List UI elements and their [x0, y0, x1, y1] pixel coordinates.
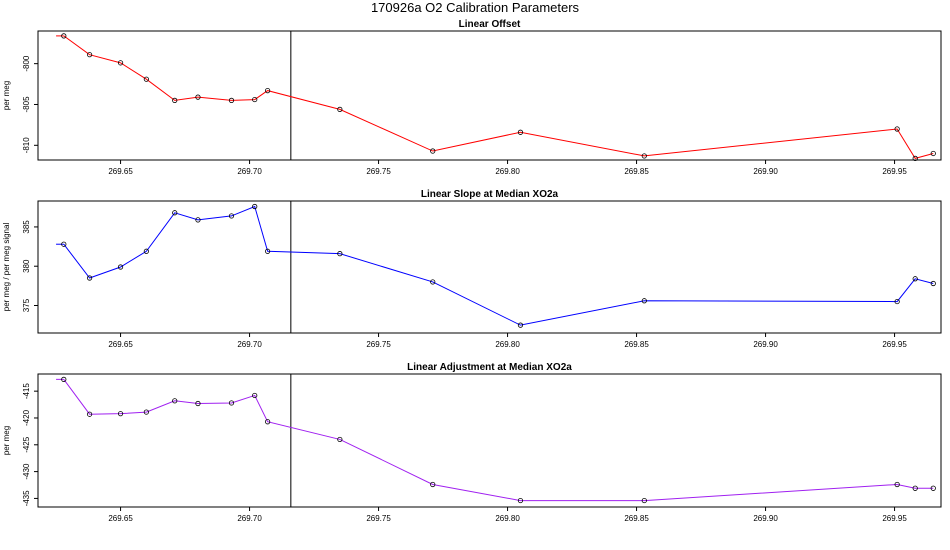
- series-line: [63, 35, 934, 159]
- data-point: [265, 419, 271, 425]
- data-point: [894, 481, 900, 488]
- plot-frame: [37, 30, 942, 161]
- data-point: [117, 60, 124, 66]
- y-tick-label: 375: [22, 298, 31, 312]
- x-tick-label: 269.85: [624, 340, 649, 349]
- x-tick-label: 269.70: [237, 340, 262, 349]
- x-tick-label: 269.90: [753, 340, 778, 349]
- panel-title: Linear Offset: [459, 19, 521, 30]
- y-tick-label: -430: [22, 463, 31, 480]
- data-point: [117, 264, 124, 270]
- y-tick-label: -425: [22, 436, 31, 453]
- x-tick-label: 269.65: [108, 340, 133, 349]
- x-tick-label: 269.80: [495, 167, 520, 176]
- y-axis-label: per meg / per meg signal: [2, 223, 11, 312]
- data-point: [517, 497, 524, 504]
- series-line: [63, 205, 934, 326]
- x-tick-label: 269.70: [237, 167, 262, 176]
- data-point: [228, 97, 235, 103]
- x-tick-label: 269.85: [624, 167, 649, 176]
- y-tick-label: -435: [22, 490, 31, 507]
- data-point: [641, 497, 647, 504]
- data-point: [61, 376, 67, 382]
- data-point: [61, 241, 67, 247]
- data-point: [143, 409, 149, 415]
- y-tick-label: -415: [22, 383, 31, 400]
- data-point: [930, 150, 936, 157]
- data-point: [430, 148, 436, 154]
- data-point: [894, 298, 900, 305]
- plot-frame: [37, 373, 942, 508]
- data-point: [87, 52, 93, 58]
- x-tick-label: 269.95: [882, 340, 907, 349]
- data-point: [337, 251, 343, 257]
- x-tick-label: 269.65: [108, 167, 133, 176]
- plot-frame: [37, 200, 942, 334]
- y-tick-label: -800: [22, 55, 31, 72]
- data-point: [930, 485, 936, 491]
- panel-title: Linear Slope at Median XO2a: [421, 189, 559, 200]
- panel-3: Linear Adjustment at Median XO2a per meg 2…: [2, 362, 942, 523]
- data-point: [143, 76, 149, 82]
- x-tick-label: 269.95: [882, 167, 907, 176]
- data-point: [912, 276, 918, 282]
- data-point: [61, 33, 67, 39]
- data-point: [930, 280, 936, 287]
- data-point: [172, 398, 178, 404]
- data-point: [517, 322, 524, 328]
- data-point: [337, 106, 343, 112]
- data-point: [228, 213, 235, 219]
- data-point: [517, 129, 524, 135]
- data-point: [195, 400, 201, 407]
- x-tick-label: 269.85: [624, 514, 649, 523]
- x-tick-label: 269.90: [753, 167, 778, 176]
- panel-title: Linear Adjustment at Median XO2a: [407, 362, 572, 373]
- x-tick-label: 269.70: [237, 514, 262, 523]
- x-tick-label: 269.80: [495, 514, 520, 523]
- y-axis-label: per meg: [2, 81, 11, 110]
- x-tick-label: 269.90: [753, 514, 778, 523]
- data-point: [117, 411, 124, 417]
- data-point: [87, 275, 93, 281]
- y-tick-label: 385: [22, 220, 31, 234]
- data-point: [143, 248, 149, 254]
- series-line: [63, 379, 934, 502]
- x-tick-label: 269.95: [882, 514, 907, 523]
- data-point: [912, 155, 918, 161]
- panel-2: Linear Slope at Median XO2a per meg / per…: [2, 189, 942, 349]
- y-tick-label: -810: [22, 137, 31, 154]
- data-point: [912, 485, 918, 491]
- data-point: [641, 298, 647, 304]
- data-point: [172, 97, 178, 103]
- panel-1: Linear Offset per meg 269.65 269.70 269.75 26…: [2, 19, 942, 176]
- data-point: [337, 436, 343, 443]
- x-tick-label: 269.75: [366, 514, 391, 523]
- x-tick-label: 269.75: [366, 340, 391, 349]
- data-point: [265, 88, 271, 94]
- data-point: [172, 210, 178, 216]
- data-point: [252, 96, 258, 103]
- data-point: [195, 94, 201, 100]
- x-tick-label: 269.65: [108, 514, 133, 523]
- data-point: [252, 203, 258, 210]
- data-point: [430, 481, 436, 488]
- data-point: [430, 279, 436, 285]
- chart-title: 170926a O2 Calibration Parameters: [370, 0, 580, 15]
- data-point: [87, 411, 93, 417]
- y-axis-label: per meg: [2, 426, 11, 455]
- y-tick-label: 380: [22, 259, 31, 273]
- data-point: [228, 400, 235, 406]
- data-point: [265, 248, 271, 254]
- x-tick-label: 269.80: [495, 340, 520, 349]
- data-point: [641, 153, 647, 159]
- data-point: [252, 392, 258, 399]
- y-tick-label: -805: [22, 96, 31, 113]
- data-point: [195, 217, 201, 223]
- x-tick-label: 269.75: [366, 167, 391, 176]
- y-tick-label: -420: [22, 409, 31, 426]
- data-point: [894, 126, 900, 132]
